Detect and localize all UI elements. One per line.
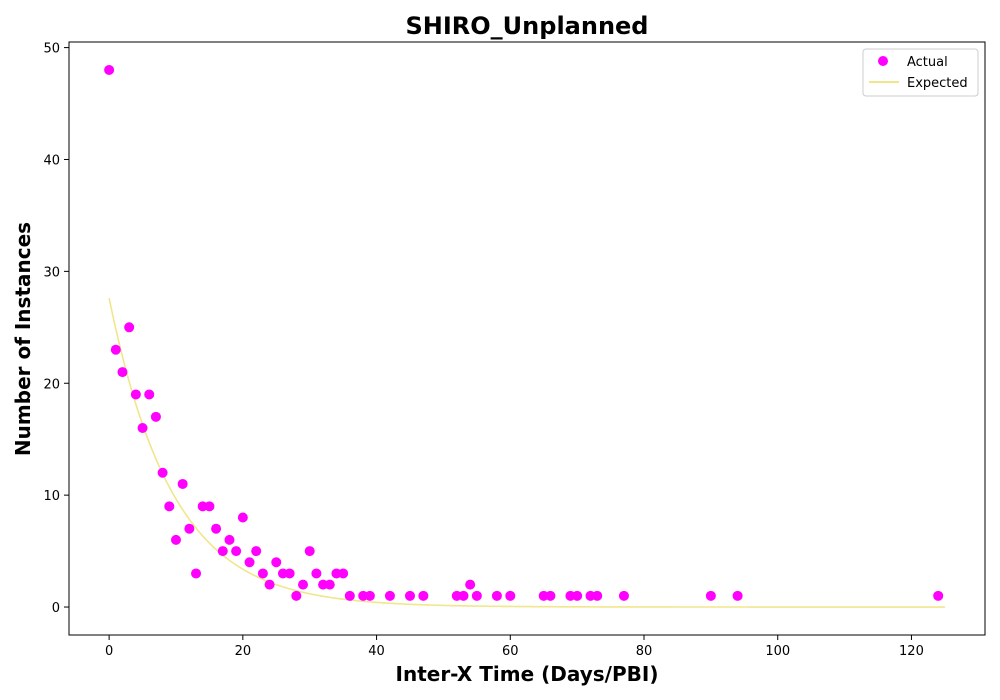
actual-point	[191, 568, 202, 579]
actual-point	[184, 523, 195, 534]
actual-point	[364, 590, 375, 601]
actual-point	[471, 590, 482, 601]
actual-point	[231, 546, 242, 557]
legend-box	[862, 48, 979, 97]
x-tick-label: 120	[899, 644, 924, 659]
y-tick-label: 20	[43, 377, 60, 392]
x-tick-label: 20	[235, 644, 252, 659]
actual-point	[344, 590, 355, 601]
actual-point	[251, 546, 262, 557]
actual-point	[104, 64, 115, 75]
legend-actual-marker	[878, 56, 888, 66]
actual-point	[211, 523, 222, 534]
actual-point	[338, 568, 349, 579]
actual-point	[271, 557, 282, 568]
actual-point	[572, 590, 583, 601]
y-axis-title: Number of Instances	[11, 222, 35, 456]
actual-point	[491, 590, 502, 601]
x-tick-label: 80	[636, 644, 653, 659]
actual-point	[298, 579, 309, 590]
actual-point	[177, 478, 188, 489]
actual-point	[130, 389, 141, 400]
actual-point	[110, 344, 121, 355]
x-axis: 0 20 40 60 80 100 120	[105, 635, 924, 659]
plot-area	[104, 64, 945, 608]
actual-point	[284, 568, 295, 579]
x-tick-label: 40	[368, 644, 385, 659]
actual-point	[150, 411, 161, 422]
y-tick-label: 50	[43, 42, 60, 57]
y-tick-label: 0	[52, 601, 60, 616]
actual-point	[217, 546, 228, 557]
actual-point	[458, 590, 469, 601]
actual-point	[592, 590, 603, 601]
actual-point	[157, 467, 168, 478]
actual-point	[204, 501, 215, 512]
actual-point	[170, 534, 181, 545]
actual-point	[164, 501, 175, 512]
x-tick-label: 0	[105, 644, 113, 659]
actual-point	[418, 590, 429, 601]
actual-point	[244, 557, 255, 568]
x-axis-title: Inter-X Time (Days/PBI)	[396, 662, 659, 686]
y-tick-label: 30	[43, 265, 60, 280]
x-tick-label: 100	[765, 644, 790, 659]
actual-point	[705, 590, 716, 601]
x-tick-label: 60	[502, 644, 519, 659]
legend-expected-label: Expected	[907, 76, 968, 91]
actual-point	[545, 590, 556, 601]
actual-point	[224, 534, 235, 545]
actual-point	[144, 389, 155, 400]
actual-point	[137, 423, 148, 434]
actual-point	[117, 367, 128, 378]
actual-point	[124, 322, 135, 333]
y-tick-label: 40	[43, 153, 60, 168]
actual-point	[291, 590, 302, 601]
actual-point	[304, 546, 315, 557]
expected-curve	[108, 298, 945, 608]
chart-title: SHIRO_Unplanned	[406, 12, 649, 40]
actual-point	[618, 590, 629, 601]
actual-point	[732, 590, 743, 601]
y-axis: 0 10 20 30 40 50	[43, 42, 69, 616]
actual-point	[311, 568, 322, 579]
y-tick-label: 10	[43, 489, 60, 504]
legend: Actual Expected	[862, 48, 979, 97]
plot-frame	[68, 41, 986, 636]
actual-point	[237, 512, 248, 523]
actual-point	[324, 579, 335, 590]
actual-point	[465, 579, 476, 590]
legend-actual-label: Actual	[907, 55, 948, 70]
actual-point	[264, 579, 275, 590]
actual-point	[505, 590, 516, 601]
actual-point	[384, 590, 395, 601]
actual-point	[257, 568, 268, 579]
actual-point	[404, 590, 415, 601]
actual-point	[933, 590, 944, 601]
